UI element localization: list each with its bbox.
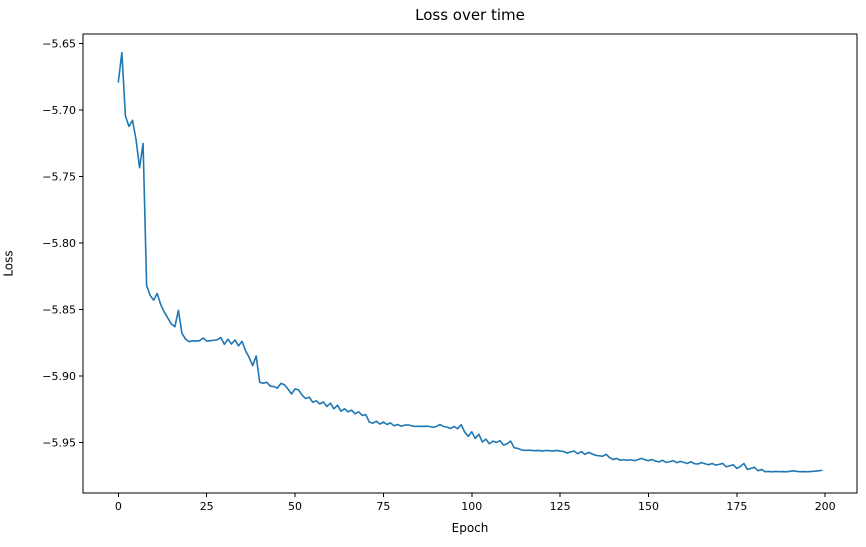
y-axis-label: Loss (1, 250, 16, 277)
loss-curve (117, 51, 823, 473)
x-tick-label: 150 (638, 500, 659, 513)
x-axis-label: Epoch (451, 521, 489, 535)
x-tick-label: 200 (815, 500, 836, 513)
y-tick-label: −5.95 (42, 436, 76, 449)
y-tick-label: −5.90 (42, 370, 76, 383)
y-tick-label: −5.80 (42, 237, 76, 250)
axes-spines (82, 33, 858, 494)
chart-title: Loss over time (415, 6, 525, 24)
x-tick-label: 50 (288, 500, 302, 513)
x-tick-label: 75 (376, 500, 390, 513)
x-tick-label: 175 (726, 500, 747, 513)
y-tick-label: −5.85 (42, 303, 76, 316)
x-tick-label: 100 (461, 500, 482, 513)
x-tick-label: 0 (115, 500, 122, 513)
y-tick-label: −5.70 (42, 104, 76, 117)
y-tick-label: −5.65 (42, 37, 76, 50)
x-tick-label: 125 (550, 500, 571, 513)
y-tick-label: −5.75 (42, 170, 76, 183)
x-tick-label: 25 (200, 500, 214, 513)
